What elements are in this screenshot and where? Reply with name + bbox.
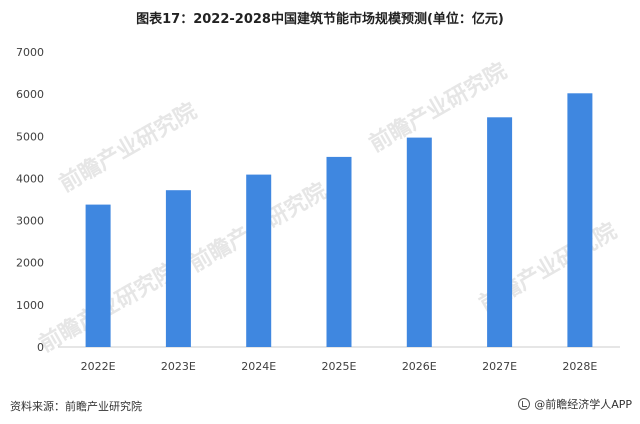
x-tick-label: 2023E [161, 360, 196, 373]
y-tick-label: 1000 [16, 299, 44, 312]
bar-2023E [165, 190, 191, 347]
bar-2022E [85, 204, 111, 347]
y-tick-label: 7000 [16, 46, 44, 59]
x-tick-label: 2022E [81, 360, 116, 373]
x-tick-label: 2024E [241, 360, 276, 373]
x-tick-label: 2028E [562, 360, 597, 373]
bar-2026E [406, 137, 432, 347]
brand-mark: @前瞻经济学人APP [518, 396, 632, 412]
bar-2027E [487, 117, 513, 347]
y-tick-label: 6000 [16, 88, 44, 101]
y-tick-label: 3000 [16, 215, 44, 228]
x-tick-label: 2027E [482, 360, 517, 373]
y-tick-label: 2000 [16, 257, 44, 270]
x-tick-label: 2026E [402, 360, 437, 373]
y-tick-label: 5000 [16, 130, 44, 143]
bar-2025E [326, 156, 352, 347]
bar-2028E [567, 93, 593, 347]
bar-2024E [246, 174, 272, 347]
y-tick-label: 4000 [16, 172, 44, 185]
brand-logo-icon [518, 398, 531, 410]
x-tick-label: 2025E [322, 360, 357, 373]
brand-text: @前瞻经济学人APP [534, 398, 632, 411]
chart-title: 图表17：2022-2028中国建筑节能市场规模预测(单位：亿元) [136, 12, 504, 27]
y-tick-label: 0 [37, 341, 44, 354]
source-note: 资料来源：前瞻产业研究院 [10, 400, 142, 413]
